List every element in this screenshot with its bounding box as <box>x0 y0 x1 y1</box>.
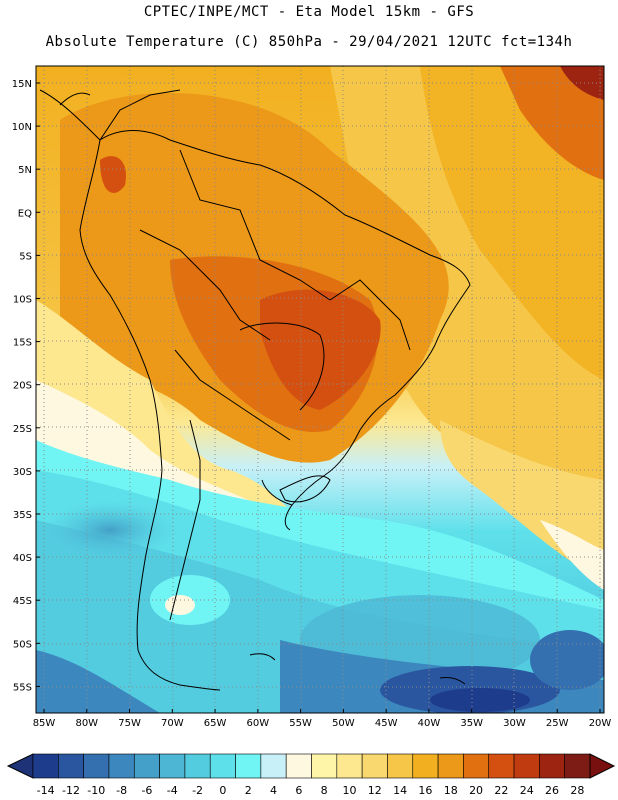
colorbar-label: 4 <box>270 784 277 797</box>
map-title-line2: Absolute Temperature (C) 850hPa - 29/04/… <box>45 34 573 50</box>
colorbar <box>6 753 616 779</box>
colorbar-swatch <box>159 753 186 779</box>
lon-tick-label: 75W <box>118 718 141 729</box>
colorbar-label: 0 <box>219 784 226 797</box>
lon-tick-label: 35W <box>460 718 483 729</box>
colorbar-label: 24 <box>520 784 534 797</box>
colorbar-label: 8 <box>321 784 328 797</box>
lon-tick-label: 20W <box>589 718 612 729</box>
lat-tick-label: 35S <box>13 510 32 521</box>
lat-tick-label: 25S <box>13 424 32 435</box>
lon-tick-label: 65W <box>204 718 227 729</box>
map-frame <box>35 65 605 714</box>
colorbar-swatch <box>184 753 211 779</box>
colorbar-label: -4 <box>167 784 178 797</box>
lon-tick-label: 30W <box>503 718 526 729</box>
lat-tick-label: 10S <box>13 295 32 306</box>
lon-tick-label: 85W <box>33 718 56 729</box>
lon-tick-label: 25W <box>546 718 569 729</box>
lon-tick-label: 55W <box>289 718 312 729</box>
colorbar-swatch <box>133 753 160 779</box>
colorbar-swatch <box>463 753 490 779</box>
colorbar-swatch <box>83 753 110 779</box>
colorbar-swatch <box>311 753 338 779</box>
colorbar-label: 16 <box>418 784 432 797</box>
lat-tick-label: 20S <box>13 381 32 392</box>
graticule <box>36 66 604 713</box>
colorbar-label: 14 <box>393 784 407 797</box>
colorbar-under-arrow <box>6 753 34 779</box>
lat-tick-label: 50S <box>13 639 32 650</box>
lon-tick-label: 80W <box>75 718 98 729</box>
colorbar-swatch <box>209 753 236 779</box>
colorbar-label: 12 <box>368 784 382 797</box>
colorbar-label: -14 <box>37 784 55 797</box>
lat-tick-label: 15S <box>13 338 32 349</box>
lon-tick-label: 70W <box>161 718 184 729</box>
lat-tick-label: 5N <box>18 165 32 176</box>
coastlines <box>39 89 471 691</box>
colorbar-swatch <box>108 753 135 779</box>
lat-tick-label: 10N <box>12 122 32 133</box>
colorbar-label: 6 <box>295 784 302 797</box>
colorbar-swatch <box>361 753 388 779</box>
colorbar-labels: -14 -12 -10 -8 -6 -4 -2 0 2 4 6 8 10 12 14 16 18 20 22 24 26… <box>37 784 585 797</box>
latitude-labels: 15N 10N 5N EQ 5S 10S 15S 20S 25S 30S 35S 40S 45S 50S 5… <box>12 79 40 693</box>
colorbar-swatch <box>235 753 262 779</box>
colorbar-swatch <box>285 753 312 779</box>
colorbar-swatch <box>437 753 464 779</box>
colorbar-label: 18 <box>444 784 458 797</box>
colorbar-label: -12 <box>62 784 80 797</box>
lat-tick-label: 30S <box>13 467 32 478</box>
map-title-line1: CPTEC/INPE/MCT - Eta Model 15km - GFS <box>143 4 475 20</box>
colorbar-swatch <box>387 753 414 779</box>
colorbar-swatch <box>539 753 565 779</box>
colorbar-over-arrow <box>589 753 616 779</box>
colorbar-swatch <box>412 753 439 779</box>
longitude-labels: 85W 80W 75W 70W 65W 60W 55W 50W 45W 40W 35W 30W 25W 2… <box>33 709 612 729</box>
colorbar-label: 22 <box>494 784 508 797</box>
colorbar-label: 28 <box>570 784 584 797</box>
colorbar-label: -6 <box>141 784 152 797</box>
temperature-field <box>36 66 604 713</box>
lat-tick-label: EQ <box>18 208 32 219</box>
lat-tick-label: 40S <box>13 553 32 564</box>
colorbar-swatch <box>513 753 540 779</box>
colorbar-label: -2 <box>192 784 203 797</box>
colorbar-label: 20 <box>469 784 483 797</box>
lat-tick-label: 45S <box>13 596 32 607</box>
lon-tick-label: 45W <box>375 718 398 729</box>
colorbar-label: -10 <box>87 784 105 797</box>
colorbar-swatch <box>564 753 591 779</box>
colorbar-label: 26 <box>545 784 559 797</box>
colorbar-swatch <box>336 753 363 779</box>
lat-tick-label: 15N <box>12 79 32 90</box>
lat-tick-label: 55S <box>13 682 32 693</box>
colorbar-swatch <box>32 753 59 779</box>
colorbar-label: 10 <box>342 784 356 797</box>
colorbar-label: -8 <box>116 784 127 797</box>
lon-tick-label: 50W <box>332 718 355 729</box>
lon-tick-label: 60W <box>247 718 270 729</box>
colorbar-label: 2 <box>245 784 252 797</box>
colorbar-swatch <box>58 753 84 779</box>
lat-tick-label: 5S <box>19 251 32 262</box>
colorbar-swatch <box>488 753 515 779</box>
colorbar-swatch <box>260 753 287 779</box>
lon-tick-label: 40W <box>418 718 441 729</box>
